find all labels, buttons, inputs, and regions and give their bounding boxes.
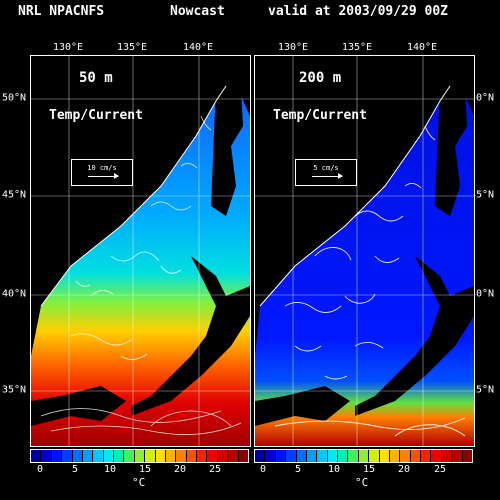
colorbar-tick-15-right: 15 [362, 464, 376, 475]
lat-label-35-left: 35°N [2, 384, 27, 396]
colorbar-swatch [286, 450, 297, 462]
colorbar-swatch [114, 450, 125, 462]
colorbar-swatch [217, 450, 229, 462]
colorbar-swatch [452, 450, 463, 462]
lat-label-45-right: 45°N [470, 189, 495, 201]
lat-label-40-right: 40°N [470, 288, 495, 300]
colorbar-swatch [228, 450, 239, 462]
lat-label-45-left: 45°N [2, 189, 27, 201]
variable-title-50m: Temp/Current [49, 108, 143, 123]
colorbar-swatch [176, 450, 187, 462]
colorbar-swatch [207, 450, 218, 462]
colorbar-swatch [338, 450, 349, 462]
colorbar-swatch [379, 450, 390, 462]
lon-label-140-right: 140°E [406, 42, 438, 53]
colorbar-tick-20-right: 20 [397, 464, 411, 475]
colorbar-swatch [410, 450, 421, 462]
variable-title-200m: Temp/Current [273, 108, 367, 123]
colorbar-swatch [134, 450, 146, 462]
colorbar-tick-20-left: 20 [173, 464, 187, 475]
colorbar-swatch [124, 450, 135, 462]
reference-vector-label-200m: 5 cm/s [313, 164, 339, 172]
colorbar-tick-25-right: 25 [433, 464, 447, 475]
colorbar-swatch [369, 450, 380, 462]
colorbar-tick-5-right: 5 [294, 464, 302, 475]
colorbar-tick-0-left: 0 [36, 464, 44, 475]
colorbar-swatch [155, 450, 166, 462]
map-50m-graphic [31, 56, 250, 446]
depth-label-200m: 200 m [299, 70, 342, 86]
colorbar-swatch [197, 450, 208, 462]
colorbar-swatch [186, 450, 197, 462]
colorbar-swatch [400, 450, 411, 462]
lat-label-50-left: 50°N [2, 92, 27, 104]
colorbar-tick-15-left: 15 [138, 464, 152, 475]
forecast-mode: Nowcast [170, 4, 225, 19]
lat-label-50-right: 50°N [470, 92, 495, 104]
colorbar-swatch [306, 450, 318, 462]
product-title: NRL NPACNFS [18, 4, 105, 19]
lat-label-35-right: 35°N [470, 384, 495, 396]
reference-arrow-icon [312, 173, 343, 179]
colorbar-swatch [327, 450, 338, 462]
colorbar-swatch [51, 450, 63, 462]
colorbar-swatch [103, 450, 114, 462]
colorbar-tick-5-left: 5 [71, 464, 79, 475]
map-panel-50m: 50 m Temp/Current 10 cm/s [30, 55, 251, 447]
valid-time: valid at 2003/09/29 00Z [268, 4, 449, 19]
current-streamlines-50m [40, 115, 242, 435]
reference-vector-box-200m: 5 cm/s [295, 159, 357, 186]
colorbar-swatch [441, 450, 453, 462]
lon-label-135-right: 135°E [341, 42, 373, 53]
colorbar-swatch [389, 450, 401, 462]
colorbar-swatch [317, 450, 328, 462]
depth-label-50m: 50 m [79, 70, 113, 86]
colorbar-tick-25-left: 25 [208, 464, 222, 475]
colorbar-left [30, 449, 249, 463]
colorbar-unit-right: °C [355, 476, 369, 489]
colorbar-swatch [165, 450, 177, 462]
lon-label-130-right: 130°E [277, 42, 309, 53]
lon-label-135-left: 135°E [116, 42, 148, 53]
lat-label-40-left: 40°N [2, 288, 27, 300]
reference-vector-label-50m: 10 cm/s [87, 164, 117, 172]
colorbar-tick-10-right: 10 [327, 464, 341, 475]
map-panel-200m: 200 m Temp/Current 5 cm/s [254, 55, 475, 447]
colorbar-swatch [238, 450, 248, 462]
current-streamlines-200m [274, 125, 466, 437]
colorbar-swatch [62, 450, 73, 462]
graticule-50m [31, 56, 250, 446]
colorbar-swatch [358, 450, 370, 462]
colorbar-swatch [421, 450, 432, 462]
colorbar-swatch [348, 450, 359, 462]
colorbar-swatch [41, 450, 52, 462]
map-200m-graphic [255, 56, 474, 446]
colorbar-swatch [31, 450, 42, 462]
colorbar-swatch [275, 450, 287, 462]
colorbar-right [254, 449, 473, 463]
lon-label-130-left: 130°E [52, 42, 84, 53]
colorbar-swatch [255, 450, 266, 462]
colorbar-swatch [145, 450, 156, 462]
colorbar-swatch [265, 450, 276, 462]
colorbar-tick-0-right: 0 [259, 464, 267, 475]
reference-vector-box-50m: 10 cm/s [71, 159, 133, 186]
colorbar-swatch [431, 450, 442, 462]
graticule-200m [255, 56, 474, 446]
colorbar-swatch [72, 450, 83, 462]
colorbar-swatch [93, 450, 104, 462]
lon-label-140-left: 140°E [182, 42, 214, 53]
colorbar-swatch [296, 450, 307, 462]
colorbar-swatch [462, 450, 472, 462]
colorbar-swatch [82, 450, 94, 462]
colorbar-tick-10-left: 10 [103, 464, 117, 475]
colorbar-unit-left: °C [132, 476, 146, 489]
reference-arrow-icon [88, 173, 119, 179]
